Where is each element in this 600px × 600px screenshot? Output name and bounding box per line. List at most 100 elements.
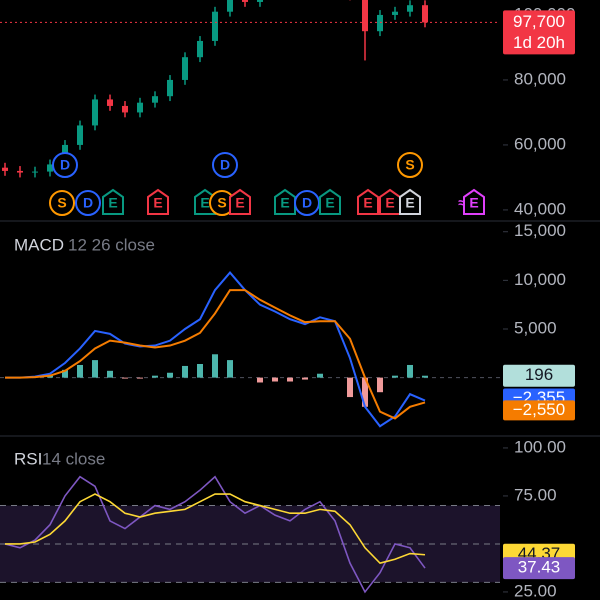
candle-body [77, 125, 83, 145]
indicator-line [4, 475, 426, 594]
histogram-bar [422, 375, 428, 378]
candle-body [257, 0, 263, 2]
y-tick-label: 15,000 [514, 221, 566, 240]
value-label: −2,550 [513, 400, 565, 419]
event-label: D [83, 195, 93, 211]
histogram-bar [257, 377, 263, 383]
y-tick-label: 60,000 [514, 134, 566, 153]
event-label: S [57, 195, 66, 211]
histogram-bar [347, 377, 353, 398]
histogram-bar [272, 377, 278, 382]
event-label: S [217, 195, 226, 211]
event-label: D [302, 195, 312, 211]
event-label: E [108, 195, 117, 211]
plot-area [2, 0, 428, 178]
event-flag [463, 188, 485, 215]
candle-body [2, 167, 8, 171]
event-label: E [405, 195, 414, 211]
event-flag [147, 188, 169, 215]
y-tick-label: 5,000 [514, 318, 557, 337]
histogram-bar [227, 360, 233, 378]
last-price-label: 97,700 [513, 12, 565, 31]
histogram-bar [137, 377, 143, 379]
histogram-bar [407, 364, 413, 378]
histogram-bar [77, 364, 83, 378]
histogram-bar [122, 377, 128, 379]
macd-title: MACD [14, 235, 64, 254]
countdown: 1d 20h [513, 33, 565, 52]
histogram-bar [92, 360, 98, 378]
value-label-box [503, 364, 575, 387]
event-flag [229, 188, 251, 215]
event-label: E [363, 195, 372, 211]
candle-body [32, 171, 38, 173]
candle-body [47, 164, 53, 172]
event-label: E [200, 195, 209, 211]
event-label: D [220, 157, 230, 173]
candle-body [422, 5, 428, 23]
candle-body [92, 99, 98, 126]
candle-body [407, 5, 413, 12]
histogram-bar [62, 369, 68, 378]
event-label: S [405, 157, 414, 173]
candle-body [212, 11, 218, 41]
candle-body [242, 0, 248, 2]
candle-body [167, 79, 173, 97]
candle-body [377, 14, 383, 32]
candle-body [17, 170, 23, 173]
histogram-bar [197, 364, 203, 378]
y-tick-label: 100.00 [514, 437, 566, 456]
plot-area [0, 271, 500, 428]
histogram-bar [167, 372, 173, 378]
indicator-line [5, 493, 426, 565]
y-tick-label: 75.00 [514, 485, 557, 504]
candle-body [362, 0, 368, 32]
histogram-bar [212, 354, 218, 378]
candle-body [227, 0, 233, 12]
event-label: E [280, 195, 289, 211]
event-label: E [325, 195, 334, 211]
indicator-line [5, 289, 426, 420]
rsi-params: 14 close [42, 449, 105, 468]
candle-body [392, 11, 398, 15]
event-marker [397, 152, 423, 178]
event-label: E [153, 195, 162, 211]
value-label-box [503, 557, 575, 580]
y-tick-label: 80,000 [514, 69, 566, 88]
event-flag [357, 188, 379, 215]
event-flag [319, 188, 341, 215]
histogram-bar [392, 375, 398, 378]
event-label: E [385, 195, 394, 211]
event-label: E [469, 195, 478, 211]
last-price-box [503, 10, 575, 55]
histogram-bar [152, 375, 158, 378]
event-label: D [60, 157, 70, 173]
plot-area [0, 475, 500, 594]
rsi-title: RSI [14, 449, 42, 468]
indicator-line [5, 271, 426, 428]
event-flag [102, 188, 124, 215]
histogram-bar [287, 377, 293, 382]
candle-body [152, 96, 158, 103]
candle-body [182, 57, 188, 80]
y-tick-label: 10,000 [514, 270, 566, 289]
histogram-bar [107, 370, 113, 378]
value-label: 196 [525, 365, 553, 384]
candle-body [137, 102, 143, 113]
candle-body [197, 40, 203, 58]
histogram-bar [302, 377, 308, 380]
candle-body [122, 105, 128, 113]
value-label-box [503, 400, 575, 421]
value-label: 37.43 [518, 558, 561, 577]
histogram-bar [377, 377, 383, 393]
macd-params: 12 26 close [68, 235, 155, 254]
event-label: E [235, 195, 244, 211]
rsi-band [0, 505, 500, 583]
event-label: ≈ [458, 195, 466, 211]
event-marker [49, 190, 75, 216]
event-marker [52, 152, 78, 178]
histogram-bar [317, 373, 323, 378]
event-marker [75, 190, 101, 216]
candle-body [107, 99, 113, 106]
